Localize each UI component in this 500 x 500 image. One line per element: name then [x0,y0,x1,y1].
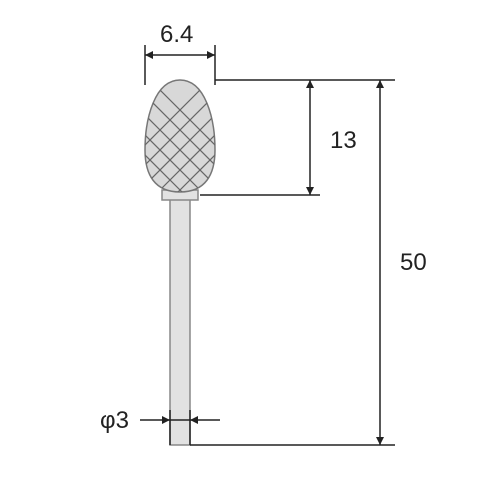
dim-head-length: 13 [200,80,395,195]
dim-head-width: 6.4 [145,21,215,85]
dim-total-length: 50 [190,80,427,445]
dimension-drawing: 6.4 13 50 φ3 [0,0,500,500]
shank [170,195,190,445]
dim-total-length-value: 50 [400,249,427,276]
dim-shank-dia: φ3 [100,407,220,445]
dim-head-length-value: 13 [330,127,357,154]
dim-head-width-value: 6.4 [160,21,193,48]
dim-shank-dia-value: φ3 [100,407,129,434]
